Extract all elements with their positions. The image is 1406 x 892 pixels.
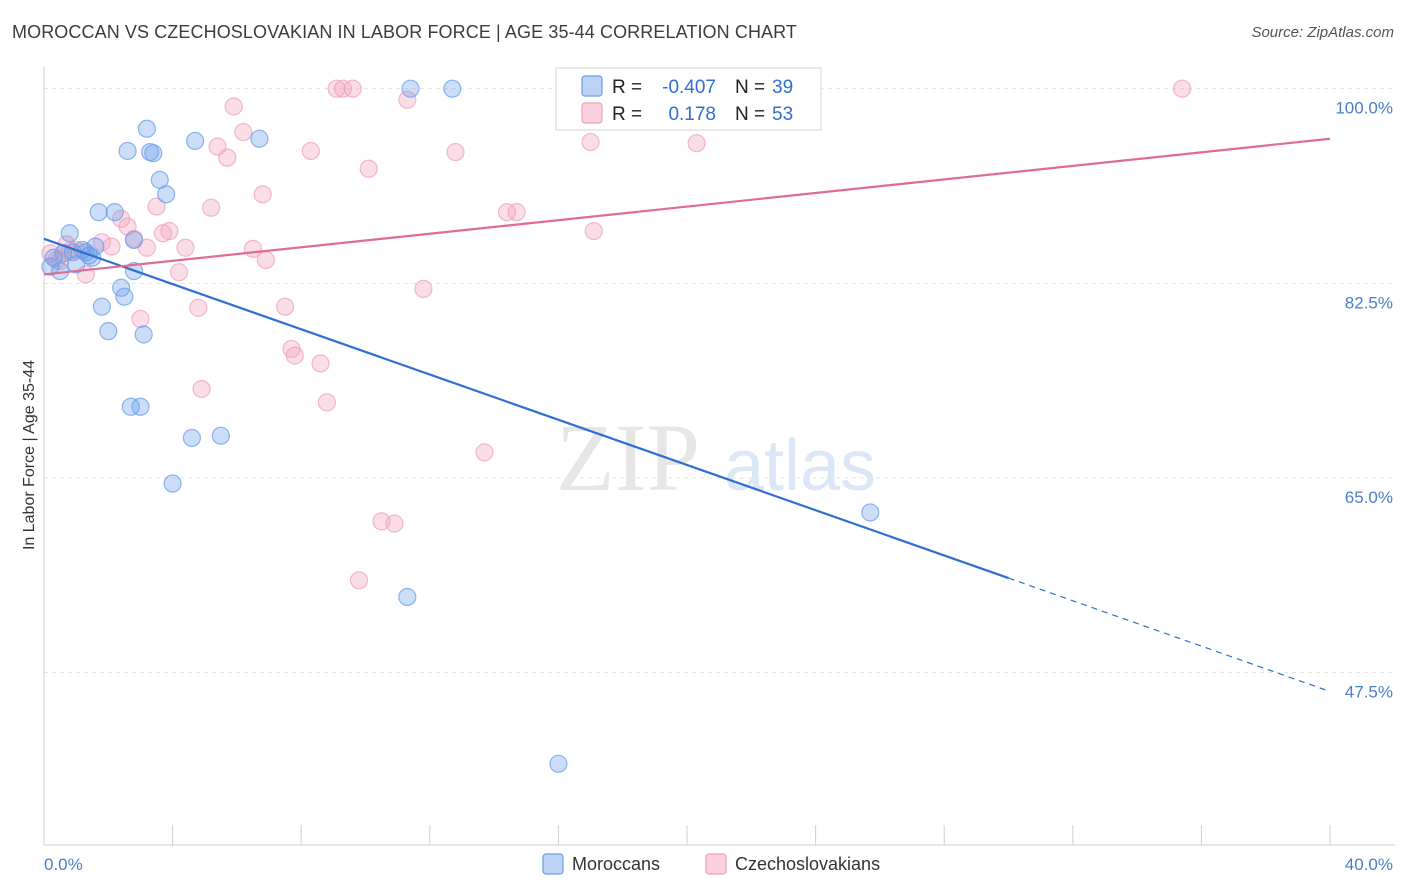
moroccan-point-30 xyxy=(186,131,205,151)
legend-n-label-moroccans: N = xyxy=(735,77,765,98)
czechoslovakian-point-52 xyxy=(1173,79,1192,98)
moroccan-point-27 xyxy=(157,185,176,204)
czechoslovakian-point-8 xyxy=(102,237,121,256)
legend-n-label-czechoslovakians: N = xyxy=(735,104,765,125)
czechoslovakian-point-24 xyxy=(224,97,243,116)
czechoslovakian-point-14 xyxy=(147,197,166,216)
legend-swatch-moroccans xyxy=(581,75,603,97)
grid-lines xyxy=(44,88,1395,674)
watermark-atlas: atlas xyxy=(724,426,876,506)
czechoslovakian-point-29 xyxy=(276,297,295,316)
czechoslovakian-point-28 xyxy=(256,250,275,270)
trend-lines xyxy=(43,137,1331,693)
czechoslovakian-point-34 xyxy=(317,393,337,412)
czechoslovakian-points xyxy=(41,79,1192,590)
moroccan-point-22 xyxy=(134,325,153,344)
moroccan-trend-extension xyxy=(1008,577,1331,693)
moroccan-point-31 xyxy=(211,426,230,445)
czechoslovakian-point-16 xyxy=(160,221,179,241)
czechoslovakian-point-37 xyxy=(343,79,362,98)
moroccan-point-17 xyxy=(118,141,137,161)
y-tick-label-2: 82.5% xyxy=(1345,293,1393,312)
czechoslovakian-point-20 xyxy=(192,379,211,399)
czechoslovakian-point-31 xyxy=(285,346,304,365)
watermark-zip: ZIP xyxy=(556,404,700,511)
moroccan-point-14 xyxy=(105,203,124,222)
moroccan-trend-line xyxy=(43,237,1009,580)
czechoslovakian-point-18 xyxy=(176,238,195,257)
bottom-legend-moroccans: Moroccans xyxy=(572,854,660,874)
legend-r-value-moroccans: -0.407 xyxy=(662,77,716,98)
source-credit: Source: ZipAtlas.com xyxy=(1251,24,1394,41)
legend-swatch-czechoslovakians xyxy=(581,102,603,124)
czechoslovakian-point-49 xyxy=(581,132,600,152)
bottom-legend-swatch-moroccans xyxy=(542,853,564,875)
moroccan-point-13 xyxy=(99,322,118,341)
czechoslovakian-point-35 xyxy=(327,79,346,98)
czechoslovakian-point-39 xyxy=(359,159,378,178)
moroccan-point-34 xyxy=(401,79,420,98)
moroccan-point-21 xyxy=(131,397,150,416)
y-tick-label-3: 100.0% xyxy=(1335,99,1393,118)
moroccan-point-11 xyxy=(89,203,108,222)
czechoslovakian-point-21 xyxy=(202,198,221,217)
moroccan-points xyxy=(41,79,880,773)
x-tick-label-min: 0.0% xyxy=(44,855,83,874)
moroccan-point-29 xyxy=(182,428,201,448)
czechoslovakian-point-41 xyxy=(385,514,404,533)
czechoslovakian-point-32 xyxy=(301,141,320,161)
moroccan-point-18 xyxy=(121,397,140,416)
moroccan-point-38 xyxy=(76,243,95,262)
legend-r-label-moroccans: R = xyxy=(612,77,642,98)
moroccan-point-35 xyxy=(443,79,462,98)
moroccan-point-36 xyxy=(549,754,568,773)
czechoslovakian-point-38 xyxy=(349,571,369,590)
moroccan-point-4 xyxy=(60,224,79,243)
czechoslovakian-point-46 xyxy=(497,203,517,222)
czechoslovakian-trend-line xyxy=(43,137,1331,276)
czechoslovakian-point-25 xyxy=(234,122,253,142)
czechoslovakian-point-36 xyxy=(333,79,353,98)
czechoslovakian-point-43 xyxy=(414,279,433,298)
y-tick-label-0: 47.5% xyxy=(1345,683,1393,702)
czechoslovakian-point-44 xyxy=(446,142,465,162)
y-tick-label-1: 65.0% xyxy=(1345,488,1393,507)
chart-title: MOROCCAN VS CZECHOSLOVAKIAN IN LABOR FOR… xyxy=(12,22,798,42)
series-legend: Moroccans Czechoslovakians xyxy=(542,853,880,875)
watermark: ZIP atlas xyxy=(556,404,876,511)
axes xyxy=(43,66,1395,846)
x-tick-label-max: 40.0% xyxy=(1345,855,1393,874)
moroccan-point-37 xyxy=(861,503,880,522)
legend-r-label-czechoslovakians: R = xyxy=(612,104,642,125)
czechoslovakian-point-33 xyxy=(311,354,330,373)
legend-n-value-moroccans: 39 xyxy=(772,77,793,98)
czechoslovakian-point-50 xyxy=(584,221,603,241)
y-axis-title: In Labor Force | Age 35-44 xyxy=(21,360,38,550)
stats-legend: R = -0.407 N = 39 R = 0.178 N = 53 xyxy=(555,67,822,131)
czechoslovakian-point-19 xyxy=(189,298,208,317)
moroccan-point-33 xyxy=(398,587,417,607)
bottom-legend-czechoslovakians: Czechoslovakians xyxy=(735,854,880,874)
czechoslovakian-point-23 xyxy=(218,148,237,167)
czechoslovakian-point-27 xyxy=(253,185,272,204)
bottom-legend-swatch-czechoslovakians xyxy=(705,853,727,875)
czechoslovakian-point-47 xyxy=(507,203,526,222)
czechoslovakian-point-45 xyxy=(475,443,494,462)
moroccan-point-32 xyxy=(250,129,269,148)
moroccan-point-28 xyxy=(163,474,182,493)
moroccan-point-25 xyxy=(144,144,163,163)
czechoslovakian-point-12 xyxy=(131,309,150,329)
moroccan-point-10 xyxy=(86,237,105,256)
moroccan-point-23 xyxy=(137,119,156,138)
czechoslovakian-point-51 xyxy=(687,134,706,153)
moroccan-point-12 xyxy=(92,297,111,316)
czechoslovakian-point-17 xyxy=(169,263,189,282)
legend-r-value-czechoslovakians: 0.178 xyxy=(668,104,716,125)
moroccan-point-16 xyxy=(115,287,134,306)
moroccan-point-20 xyxy=(124,230,144,250)
czechoslovakian-point-42 xyxy=(398,90,417,109)
y-tick-labels: 47.5% 65.0% 82.5% 100.0% xyxy=(1335,99,1393,702)
legend-n-value-czechoslovakians: 53 xyxy=(772,104,793,125)
